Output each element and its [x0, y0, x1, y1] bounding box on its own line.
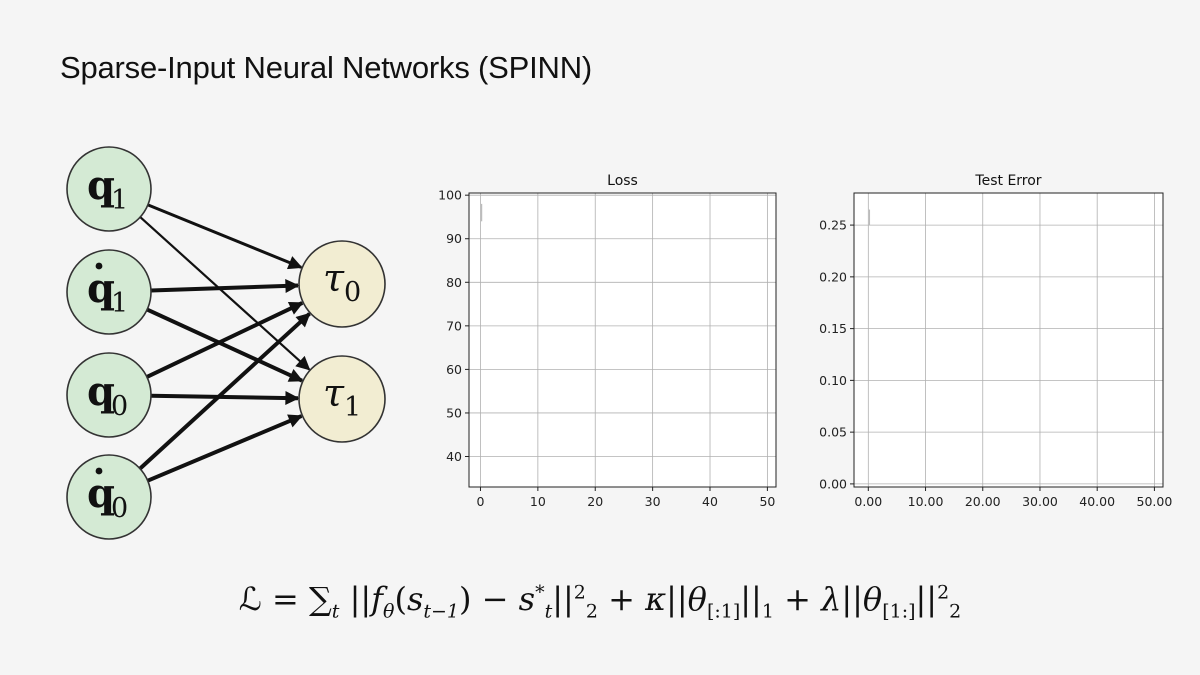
formula-sum-index: t [331, 600, 340, 623]
formula-sq-norm: 2 [585, 600, 598, 623]
plot-frame [853, 192, 1164, 488]
y-tick-label: 0.25 [819, 218, 847, 233]
formula-norm-open-3: || [841, 580, 863, 618]
formula-kappa: κ [645, 580, 667, 618]
y-tick-label: 0.10 [819, 373, 847, 388]
formula-s-star: s [518, 580, 536, 618]
x-tick-label: 0.00 [854, 494, 882, 509]
formula-norm-close-3: || [915, 580, 938, 618]
node-qdot0: q0 [66, 454, 152, 540]
plot-area [469, 193, 776, 487]
x-tick-label: 0 [477, 494, 485, 509]
plot-area [854, 193, 1163, 487]
y-tick-label: 0.20 [819, 269, 847, 284]
formula-L: ℒ [238, 580, 262, 618]
chart-title: Test Error [974, 173, 1041, 189]
formula-sum: ∑ [308, 580, 332, 618]
formula-paren-open: ( [394, 580, 407, 618]
loss-chart: 0 10 20 30 40 50 40 50 60 70 80 90 100 Loss [438, 173, 777, 509]
x-tick-label: 10 [530, 494, 546, 509]
x-tick-label: 50 [759, 494, 775, 509]
time-derivative-dot [95, 467, 103, 475]
formula-equals: = [271, 580, 299, 618]
y-tick-label: 80 [446, 275, 462, 290]
node-q0: q0 [66, 352, 152, 438]
y-tick-label: 0.05 [819, 425, 847, 440]
formula-norm-close-2: || [740, 580, 762, 618]
loss-formula: ℒ = ∑t ||fθ(st−1) − s*t||22 + κ||θ[:1]||… [0, 580, 1200, 622]
formula-norm-close: || [552, 580, 574, 618]
formula-theta-b: θ [862, 580, 883, 618]
formula-plus-2: + [784, 580, 811, 618]
chart-title: Loss [607, 173, 638, 189]
formula-sq-norm-2: 2 [949, 600, 962, 623]
x-tick-label: 20 [587, 494, 603, 509]
x-tick-label: 50.00 [1137, 494, 1173, 509]
formula-norm-open: || [349, 580, 372, 618]
x-tick-label: 10.00 [908, 494, 944, 509]
y-tick-label: 60 [446, 362, 462, 377]
node-label: q [87, 368, 115, 415]
edge-q0-to-tau1 [150, 391, 300, 406]
edge-qdot0-to-tau1 [146, 414, 303, 483]
time-derivative-dot [95, 262, 103, 270]
x-tick-label: 40 [702, 494, 718, 509]
y-tick-label: 90 [446, 231, 462, 246]
y-tick-label: 0.00 [819, 476, 847, 491]
y-tick-label: 40 [446, 449, 462, 464]
formula-theta-a: θ [687, 580, 707, 618]
x-tick-label: 40.00 [1079, 494, 1115, 509]
node-label: q [87, 470, 115, 517]
formula-s-index: t−1 [423, 600, 460, 623]
edge-qdot0-to-tau0 [138, 312, 311, 471]
node-label: τ [323, 256, 345, 300]
formula-slice-a: [:1] [706, 600, 741, 623]
node-label: τ [323, 371, 345, 415]
y-tick-label: 50 [446, 405, 462, 420]
x-tick-label: 20.00 [965, 494, 1001, 509]
node-subscript: 0 [111, 391, 128, 422]
edge-q1-to-tau1 [139, 216, 311, 371]
edge-qdot1-to-tau1 [146, 307, 304, 383]
slide-title: Sparse-Input Neural Networks (SPINN) [60, 50, 593, 85]
formula-s: s [406, 580, 424, 618]
y-tick-label: 100 [438, 188, 462, 203]
node-subscript: 0 [344, 277, 361, 308]
node-subscript: 1 [111, 185, 128, 216]
node-q1: q1 [66, 146, 152, 232]
formula-slice-b: [1:] [882, 600, 916, 623]
formula-sq-power: 2 [573, 581, 586, 604]
formula-sq-power-2: 2 [937, 581, 950, 604]
formula-lambda: λ [821, 580, 842, 618]
node-subscript: 0 [111, 493, 128, 524]
x-tick-label: 30.00 [1022, 494, 1058, 509]
formula-paren-close: ) [459, 580, 472, 618]
formula-f-theta: θ [383, 600, 395, 623]
x-tick-label: 30 [645, 494, 661, 509]
test-error-chart: 0.00 10.00 20.00 30.00 40.00 50.00 0.00 0.05 0.1… [819, 173, 1173, 509]
formula-plus-1: + [608, 580, 635, 618]
formula-minus: − [481, 580, 509, 618]
edge-qdot1-to-tau0 [150, 278, 300, 293]
formula-l1: 1 [761, 600, 774, 623]
node-subscript: 1 [111, 288, 128, 319]
node-subscript: 1 [344, 392, 361, 423]
y-tick-label: 70 [446, 318, 462, 333]
edge-q0-to-tau0 [146, 301, 304, 379]
node-label: q [87, 265, 115, 312]
formula-f: f [371, 580, 383, 618]
node-label: q [87, 162, 115, 209]
formula-norm-open-2: || [666, 580, 688, 618]
formula-s-star-index: t [544, 600, 553, 623]
plot-frame [468, 192, 777, 488]
y-tick-label: 0.15 [819, 321, 847, 336]
formula-s-star-sup: * [535, 581, 545, 604]
edge-q1-to-tau0 [147, 203, 303, 270]
node-qdot1: q1 [66, 249, 152, 335]
